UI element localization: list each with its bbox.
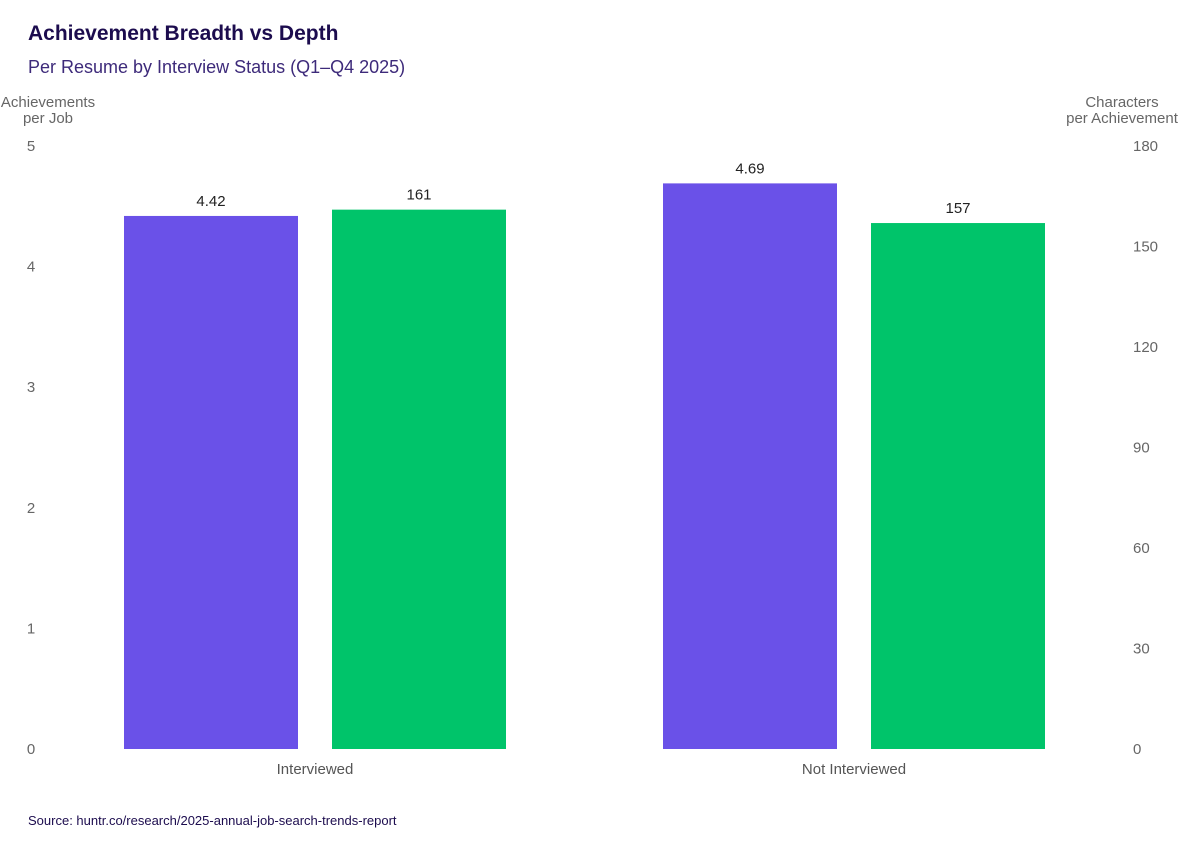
right-axis-ticks: 0 30 60 90 120 150 180 (1133, 138, 1158, 758)
source-note: Source: huntr.co/research/2025-annual-jo… (28, 813, 397, 828)
right-axis-title-line2: per Achievement (1066, 110, 1179, 127)
bar-achievements-interviewed (124, 215, 298, 749)
left-axis-title-line1: Achievements (1, 94, 95, 111)
right-tick-label: 90 (1133, 440, 1150, 457)
right-tick-label: 120 (1133, 339, 1158, 356)
right-axis-title-line1: Characters (1085, 94, 1158, 111)
left-tick-label: 5 (27, 138, 35, 155)
left-axis-ticks: 0 1 2 3 4 5 (27, 138, 35, 758)
right-tick-label: 180 (1133, 138, 1158, 155)
bar-achievements-not-interviewed (663, 183, 837, 750)
data-label: 4.69 (735, 160, 764, 177)
left-tick-label: 4 (27, 259, 35, 276)
category-labels: Interviewed Not Interviewed (277, 761, 906, 778)
right-tick-label: 150 (1133, 239, 1158, 256)
data-label: 161 (406, 187, 431, 204)
data-label: 157 (945, 200, 970, 217)
right-tick-label: 60 (1133, 540, 1150, 557)
category-label: Not Interviewed (802, 761, 906, 778)
left-axis-title-line2: per Job (23, 110, 73, 127)
category-label: Interviewed (277, 761, 354, 778)
chart-subtitle: Per Resume by Interview Status (Q1–Q4 20… (28, 57, 406, 77)
right-tick-label: 30 (1133, 641, 1150, 658)
left-tick-label: 2 (27, 500, 35, 517)
left-tick-label: 0 (27, 741, 35, 758)
bar-characters-not-interviewed (871, 223, 1045, 750)
right-tick-label: 0 (1133, 741, 1141, 758)
left-tick-label: 1 (27, 620, 35, 637)
bar-characters-interviewed (332, 209, 506, 749)
chart-title: Achievement Breadth vs Depth (28, 22, 339, 45)
left-tick-label: 3 (27, 379, 35, 396)
data-label: 4.42 (196, 193, 225, 210)
bars: 4.42 161 4.69 157 (124, 160, 1045, 750)
